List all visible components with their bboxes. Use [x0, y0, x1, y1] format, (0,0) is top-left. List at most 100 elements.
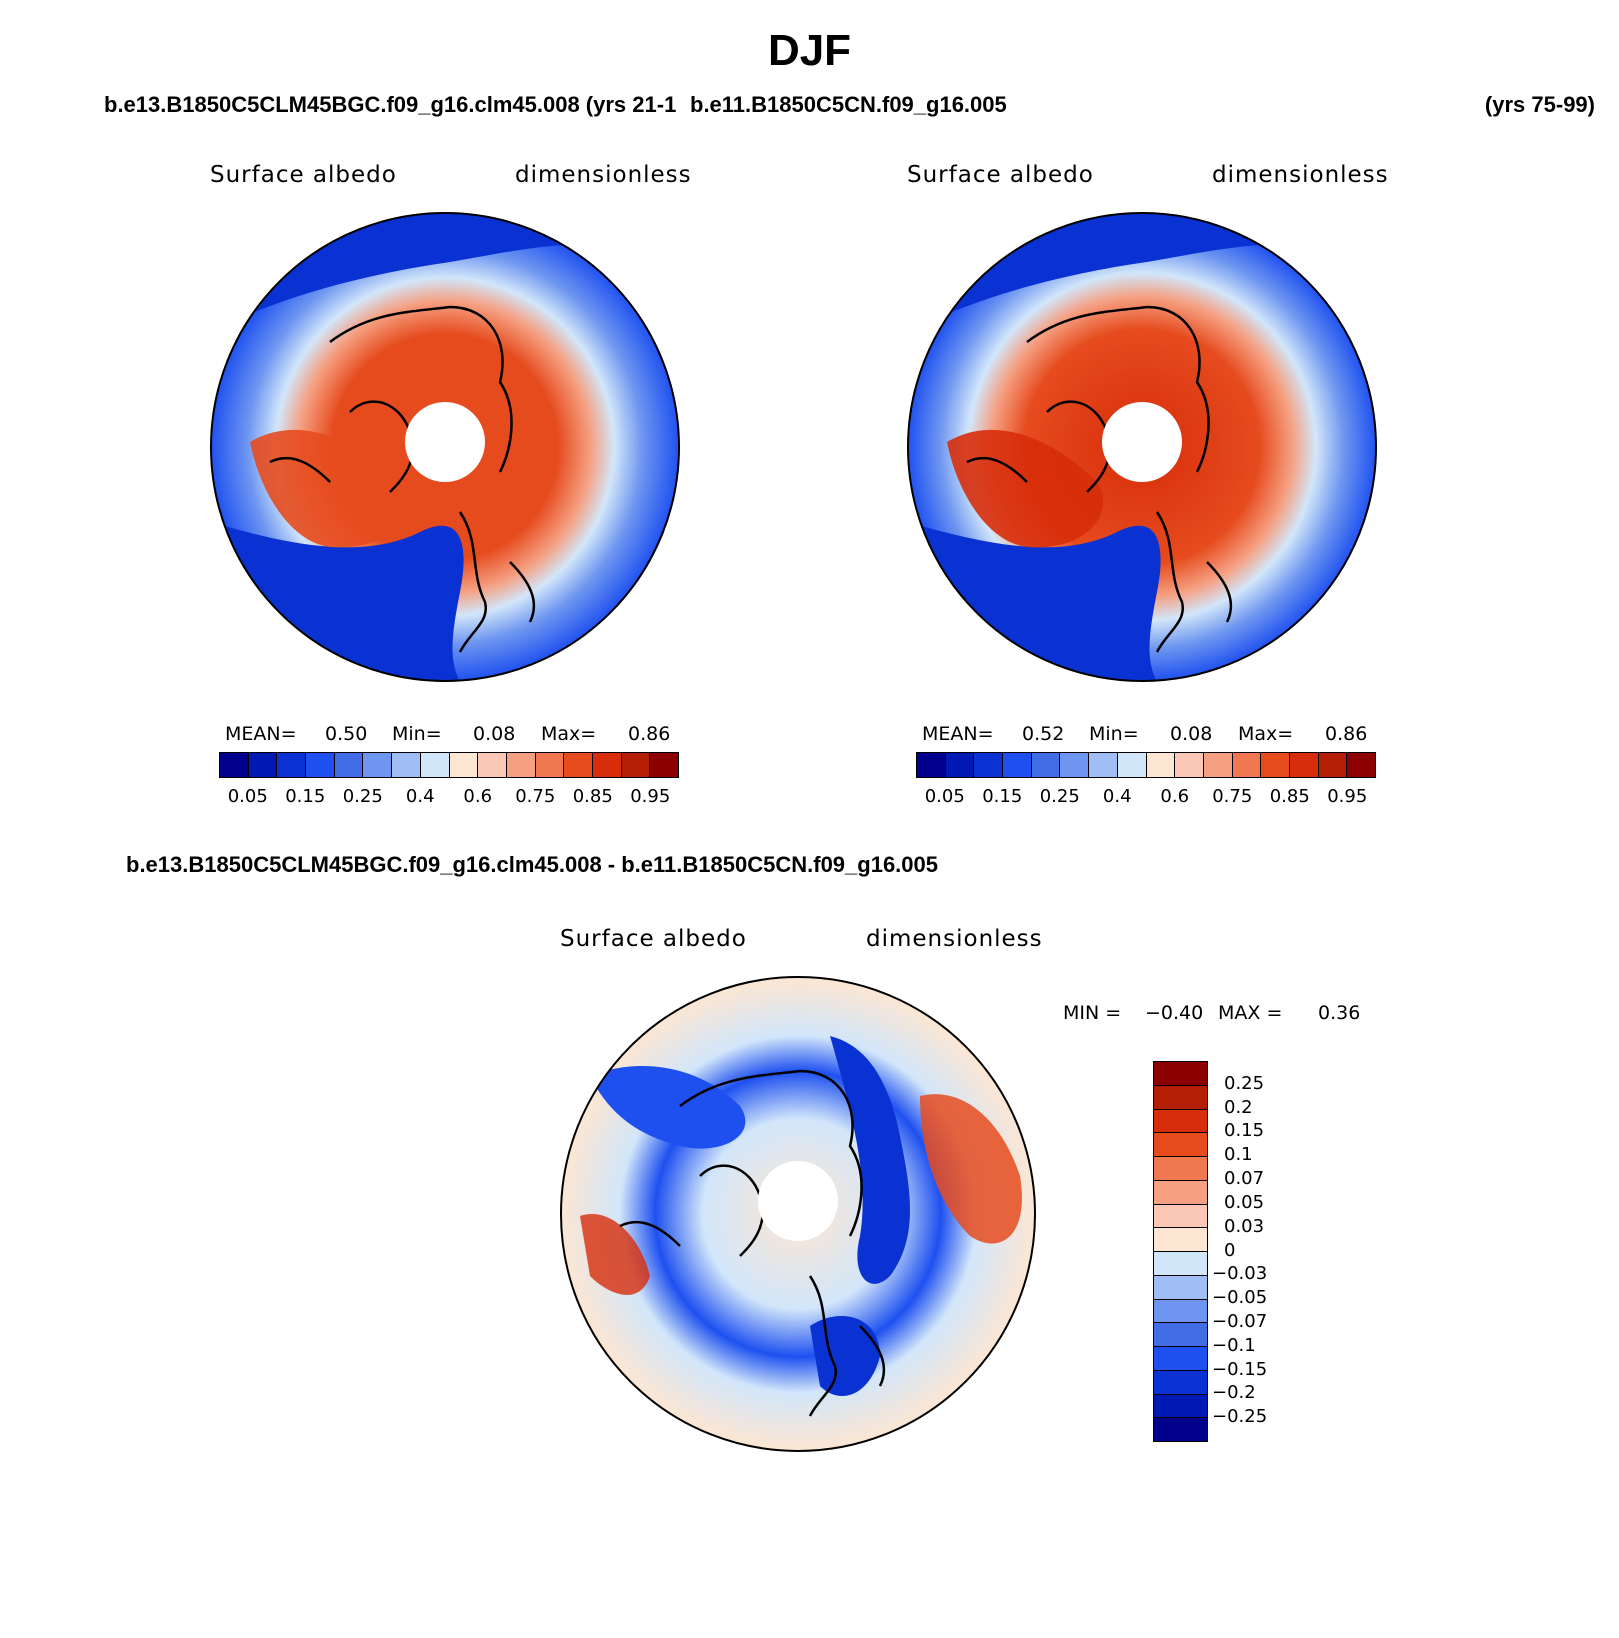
panel2-colorbar-swatch — [974, 753, 1004, 777]
panel2-colorbar-swatch — [945, 753, 975, 777]
panel2-colorbar-swatch — [1175, 753, 1204, 777]
diff-colorbar — [1153, 1061, 1208, 1442]
diff-variable-label: Surface albedo — [560, 926, 747, 952]
diff-colorbar-tick-label: −0.1 — [1212, 1334, 1256, 1356]
panel2-colorbar-tick-label: 0.95 — [1327, 786, 1368, 807]
panel1-colorbar-swatch — [334, 753, 364, 777]
panel1-max-value: 0.86 — [628, 723, 671, 745]
diff-colorbar-tick-label: −0.15 — [1212, 1358, 1268, 1380]
panel1-colorbar-tick-label: 0.05 — [227, 786, 268, 807]
panel1-colorbar-swatch — [277, 753, 307, 777]
panel2-units-label: dimensionless — [1212, 162, 1389, 188]
panel1-min-value: 0.08 — [473, 723, 516, 745]
diff-colorbar-swatch — [1154, 1275, 1207, 1300]
panel1-colorbar-swatch — [363, 753, 393, 777]
diff-min-label: MIN = — [1063, 1002, 1122, 1024]
panel2-colorbar-swatch — [917, 753, 946, 777]
diff-units-label: dimensionless — [866, 926, 1043, 952]
panel2-colorbar-tick-label: 0.05 — [924, 786, 965, 807]
panel2-colorbar-swatch — [1089, 753, 1118, 777]
diff-colorbar-swatch — [1154, 1228, 1207, 1252]
panel1-colorbar-swatch — [248, 753, 278, 777]
panel1-colorbar-swatch — [220, 753, 249, 777]
diff-colorbar-tick-label: −0.03 — [1212, 1263, 1268, 1285]
panel2-pole-hole — [1102, 402, 1182, 482]
diff-colorbar-tick-label: −0.05 — [1212, 1287, 1268, 1309]
panel1-colorbar-tick-label: 0.25 — [342, 786, 383, 807]
diff-colorbar-swatch — [1154, 1062, 1207, 1086]
diff-colorbar-swatch — [1154, 1109, 1207, 1134]
panel1-pole-hole — [405, 402, 485, 482]
panel2-max-label: Max= — [1238, 723, 1294, 745]
panel1-colorbar-swatch — [535, 753, 565, 777]
panel2-colorbar-swatch — [1318, 753, 1348, 777]
panel2-colorbar-tick-label: 0.85 — [1269, 786, 1310, 807]
diff-colorbar-tick-label: 0.15 — [1224, 1120, 1265, 1142]
diff-map-border — [560, 976, 1036, 1452]
diff-colorbar-swatch — [1154, 1157, 1207, 1181]
panel2-colorbar-swatch — [1289, 753, 1319, 777]
top-right-years: (yrs 75-99) — [1484, 92, 1595, 117]
panel1-colorbar-tick-label: 0.4 — [405, 786, 435, 807]
diff-colorbar-tick-label: 0.25 — [1224, 1072, 1265, 1094]
panel1-colorbar-tick-label: 0.75 — [515, 786, 556, 807]
panel1-max-label: Max= — [541, 723, 597, 745]
diff-colorbar-tick-label: −0.2 — [1212, 1382, 1256, 1404]
diff-colorbar-tick-label: 0.03 — [1224, 1215, 1265, 1237]
panel2-colorbar-swatch — [1232, 753, 1262, 777]
diff-colorbar-tick-label: 0.1 — [1224, 1144, 1253, 1166]
panel2-colorbar-tick-label: 0.25 — [1039, 786, 1080, 807]
panel2-colorbar-swatch — [1203, 753, 1233, 777]
main-title: DJF — [767, 26, 852, 75]
diff-case-title: b.e13.B1850C5CLM45BGC.f09_g16.clm45.008 … — [126, 852, 939, 877]
panel2-colorbar-swatch — [1347, 753, 1375, 777]
panel1-colorbar-swatch — [564, 753, 593, 777]
diff-colorbar-swatch — [1154, 1323, 1207, 1347]
diff-colorbar-swatch — [1154, 1133, 1207, 1157]
panel1-colorbar-swatch — [392, 753, 421, 777]
top-right-case-title: b.e11.B1850C5CN.f09_g16.005 — [690, 92, 1007, 117]
diff-min-value: −0.40 — [1145, 1002, 1204, 1024]
diff-colorbar-swatch — [1154, 1347, 1207, 1371]
panel2-polar-map — [907, 212, 1377, 682]
panel1-colorbar-swatch — [420, 753, 450, 777]
diff-colorbar-swatch — [1154, 1252, 1207, 1276]
panel2-min-value: 0.08 — [1170, 723, 1213, 745]
top-left-case-title: b.e13.B1850C5CLM45BGC.f09_g16.clm45.008 … — [104, 92, 677, 117]
panel1-variable-label: Surface albedo — [210, 162, 397, 188]
panel2-max-value: 0.86 — [1325, 723, 1368, 745]
panel2-colorbar-swatch — [1031, 753, 1061, 777]
panel1-units-label: dimensionless — [515, 162, 692, 188]
panel2-mean-label: MEAN= — [922, 723, 994, 745]
diff-blue-band-west — [590, 1066, 746, 1149]
diff-colorbar-tick-label: 0 — [1224, 1239, 1236, 1261]
diff-colorbar-swatch — [1154, 1418, 1207, 1441]
diff-colorbar-swatch — [1154, 1180, 1207, 1205]
diff-pole-hole — [758, 1161, 838, 1241]
panel2-colorbar-tick-label: 0.6 — [1160, 786, 1190, 807]
diff-red-region-west — [580, 1214, 650, 1295]
panel2-colorbar-swatch — [1146, 753, 1176, 777]
panel1-colorbar-swatch — [621, 753, 651, 777]
panel1-colorbar-swatch — [449, 753, 479, 777]
diff-colorbar-swatch — [1154, 1299, 1207, 1324]
panel2-colorbar-swatch — [1117, 753, 1147, 777]
panel1-colorbar-tick-label: 0.6 — [463, 786, 493, 807]
diff-polar-map — [560, 976, 1036, 1452]
panel1-mean-label: MEAN= — [225, 723, 297, 745]
diff-colorbar-swatch — [1154, 1085, 1207, 1110]
diff-blue-band-east — [830, 1036, 910, 1284]
panel1-colorbar-tick-label: 0.15 — [285, 786, 326, 807]
panel1-colorbar-swatch — [592, 753, 622, 777]
panel2-map-border — [907, 212, 1377, 682]
panel2-min-label: Min= — [1089, 723, 1139, 745]
panel2-mean-value: 0.52 — [1022, 723, 1065, 745]
diff-colorbar-tick-label: 0.07 — [1224, 1168, 1265, 1190]
panel2-colorbar-swatch — [1261, 753, 1290, 777]
panel1-colorbar-swatch — [306, 753, 335, 777]
panel2-colorbar-tick-label: 0.4 — [1102, 786, 1132, 807]
panel1-colorbar-swatch — [650, 753, 678, 777]
diff-colorbar-swatch — [1154, 1370, 1207, 1395]
panel2-colorbar-swatch — [1003, 753, 1032, 777]
diff-colorbar-swatch — [1154, 1204, 1207, 1229]
